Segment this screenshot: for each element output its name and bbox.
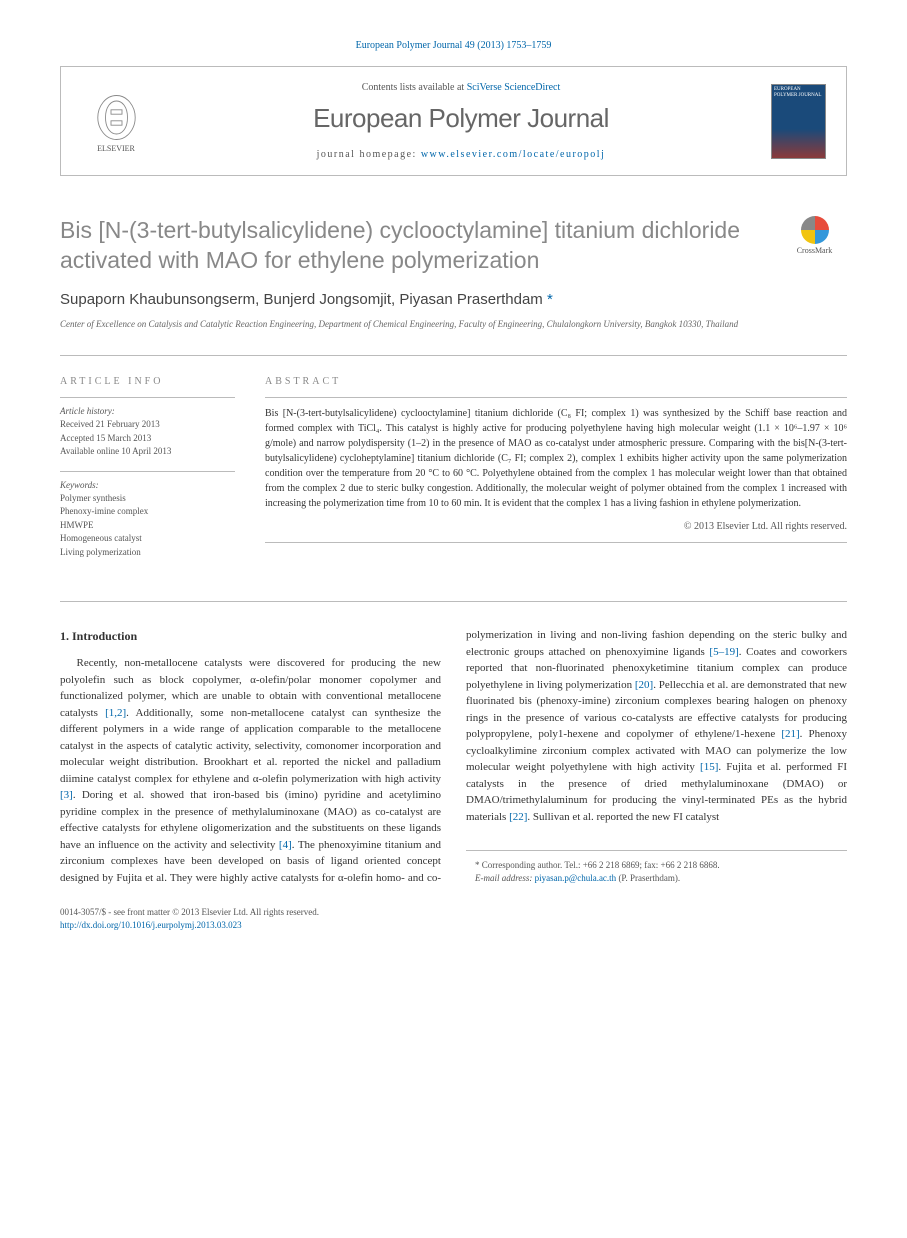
footer-copyright: 0014-3057/$ - see front matter © 2013 El… bbox=[60, 906, 847, 919]
email-footnote: E-mail address: piyasan.p@chula.ac.th (P… bbox=[466, 872, 847, 885]
crossmark-icon bbox=[801, 216, 829, 244]
article-info-heading: ARTICLE INFO bbox=[60, 376, 235, 387]
citation-link[interactable]: [22] bbox=[509, 811, 527, 823]
citation-header: European Polymer Journal 49 (2013) 1753–… bbox=[60, 40, 847, 51]
citation-link[interactable]: [15] bbox=[700, 761, 718, 773]
abstract-heading: ABSTRACT bbox=[265, 376, 847, 387]
citation-link[interactable]: [5–19] bbox=[709, 646, 738, 658]
keywords-list: Polymer synthesis Phenoxy-imine complex … bbox=[60, 492, 235, 560]
article-title: Bis [N-(3-tert-butylsalicylidene) cycloo… bbox=[60, 216, 762, 276]
citation-link[interactable]: [1,2] bbox=[105, 707, 126, 719]
abstract-copyright: © 2013 Elsevier Ltd. All rights reserved… bbox=[265, 521, 847, 532]
crossmark-badge[interactable]: CrossMark bbox=[782, 216, 847, 255]
footnote-block: * Corresponding author. Tel.: +66 2 218 … bbox=[466, 850, 847, 884]
citation-link[interactable]: [3] bbox=[60, 789, 73, 801]
homepage-link[interactable]: www.elsevier.com/locate/europolj bbox=[421, 149, 606, 160]
history-label: Article history: bbox=[60, 397, 235, 416]
masthead-center: Contents lists available at SciVerse Sci… bbox=[166, 82, 756, 160]
article-history: Received 21 February 2013 Accepted 15 Ma… bbox=[60, 418, 235, 459]
citation-link[interactable]: [21] bbox=[781, 728, 799, 740]
affiliation: Center of Excellence on Catalysis and Ca… bbox=[60, 318, 847, 331]
citation-link[interactable]: [4] bbox=[279, 839, 292, 851]
sciencedirect-link[interactable]: SciVerse ScienceDirect bbox=[467, 82, 561, 93]
section-divider bbox=[60, 601, 847, 602]
corresponding-author-footnote: * Corresponding author. Tel.: +66 2 218 … bbox=[466, 859, 847, 872]
article-info-column: ARTICLE INFO Article history: Received 2… bbox=[60, 376, 235, 571]
elsevier-logo: ELSEVIER bbox=[81, 84, 151, 159]
article-body: 1. Introduction Recently, non-metallocen… bbox=[60, 627, 847, 886]
corresponding-author-marker[interactable]: * bbox=[547, 291, 553, 308]
journal-name: European Polymer Journal bbox=[166, 103, 756, 134]
page-footer: 0014-3057/$ - see front matter © 2013 El… bbox=[60, 906, 847, 931]
intro-paragraph: Recently, non-metallocene catalysts were… bbox=[60, 627, 847, 886]
journal-masthead: ELSEVIER Contents lists available at Sci… bbox=[60, 66, 847, 176]
abstract-column: ABSTRACT Bis [N-(3-tert-butylsalicyliden… bbox=[265, 376, 847, 571]
author-list: Supaporn Khaubunsongserm, Bunjerd Jongso… bbox=[60, 291, 847, 308]
homepage-line: journal homepage: www.elsevier.com/locat… bbox=[166, 149, 756, 160]
abstract-text: Bis [N-(3-tert-butylsalicylidene) cycloo… bbox=[265, 406, 847, 511]
section-1-heading: 1. Introduction bbox=[60, 627, 441, 645]
crossmark-label: CrossMark bbox=[797, 246, 833, 255]
keywords-label: Keywords: bbox=[60, 471, 235, 490]
contents-line: Contents lists available at SciVerse Sci… bbox=[166, 82, 756, 93]
journal-cover-thumbnail: EUROPEAN POLYMER JOURNAL bbox=[771, 84, 826, 159]
doi-link[interactable]: http://dx.doi.org/10.1016/j.eurpolymj.20… bbox=[60, 920, 242, 930]
author-email-link[interactable]: piyasan.p@chula.ac.th bbox=[535, 873, 617, 883]
citation-link[interactable]: [20] bbox=[635, 679, 653, 691]
